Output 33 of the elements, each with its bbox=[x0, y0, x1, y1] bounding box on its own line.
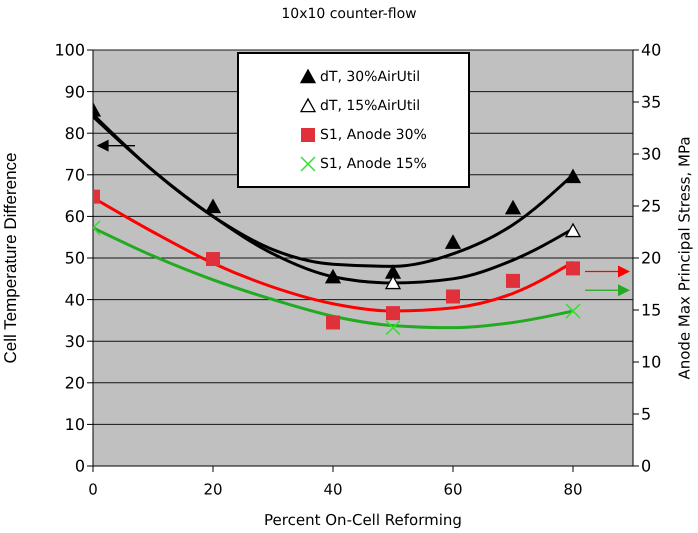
y2-tick-label: 25 bbox=[641, 196, 662, 216]
legend-label: dT, 15%AirUtil bbox=[320, 98, 420, 114]
legend-label: S1, Anode 30% bbox=[320, 126, 427, 142]
x-tick-label: 0 bbox=[88, 480, 98, 499]
y-tick-label: 90 bbox=[64, 82, 85, 102]
y2-tick-label: 35 bbox=[641, 92, 662, 112]
x-tick-label: 60 bbox=[443, 480, 463, 499]
x-tick-label: 20 bbox=[203, 480, 223, 499]
y2-tick-label: 0 bbox=[641, 456, 652, 476]
y-tick-label: 60 bbox=[64, 207, 85, 226]
y-tick-label: 30 bbox=[64, 332, 85, 351]
y-tick-label: 70 bbox=[64, 165, 85, 184]
y2-axis-title: Anode Max Principal Stress, MPa bbox=[675, 136, 694, 380]
y-axis-title: Cell Temperature Difference bbox=[1, 152, 20, 364]
y2-tick-label: 20 bbox=[641, 248, 662, 268]
x-tick-label: 40 bbox=[323, 480, 343, 499]
y-tick-label: 40 bbox=[64, 290, 85, 310]
y-tick-label: 50 bbox=[64, 248, 85, 268]
x-axis-title: Percent On-Cell Reforming bbox=[264, 511, 462, 529]
y2-tick-label: 30 bbox=[641, 144, 662, 164]
y-tick-label: 0 bbox=[74, 456, 85, 476]
y-tick-label: 10 bbox=[64, 415, 85, 434]
x-tick-label: 80 bbox=[563, 480, 583, 499]
y-tick-label: 20 bbox=[64, 373, 85, 392]
legend-label: S1, Anode 15% bbox=[320, 156, 427, 172]
y2-tick-label: 10 bbox=[641, 352, 662, 372]
y2-tick-label: 5 bbox=[641, 404, 652, 424]
y2-tick-label: 15 bbox=[641, 300, 662, 320]
legend-label: dT, 30%AirUtil bbox=[320, 68, 420, 84]
y2-tick-label: 40 bbox=[641, 40, 662, 60]
y-tick-label: 100 bbox=[54, 40, 85, 60]
chart-title: 10x10 counter-flow bbox=[280, 6, 418, 22]
y-tick-label: 80 bbox=[64, 124, 85, 143]
